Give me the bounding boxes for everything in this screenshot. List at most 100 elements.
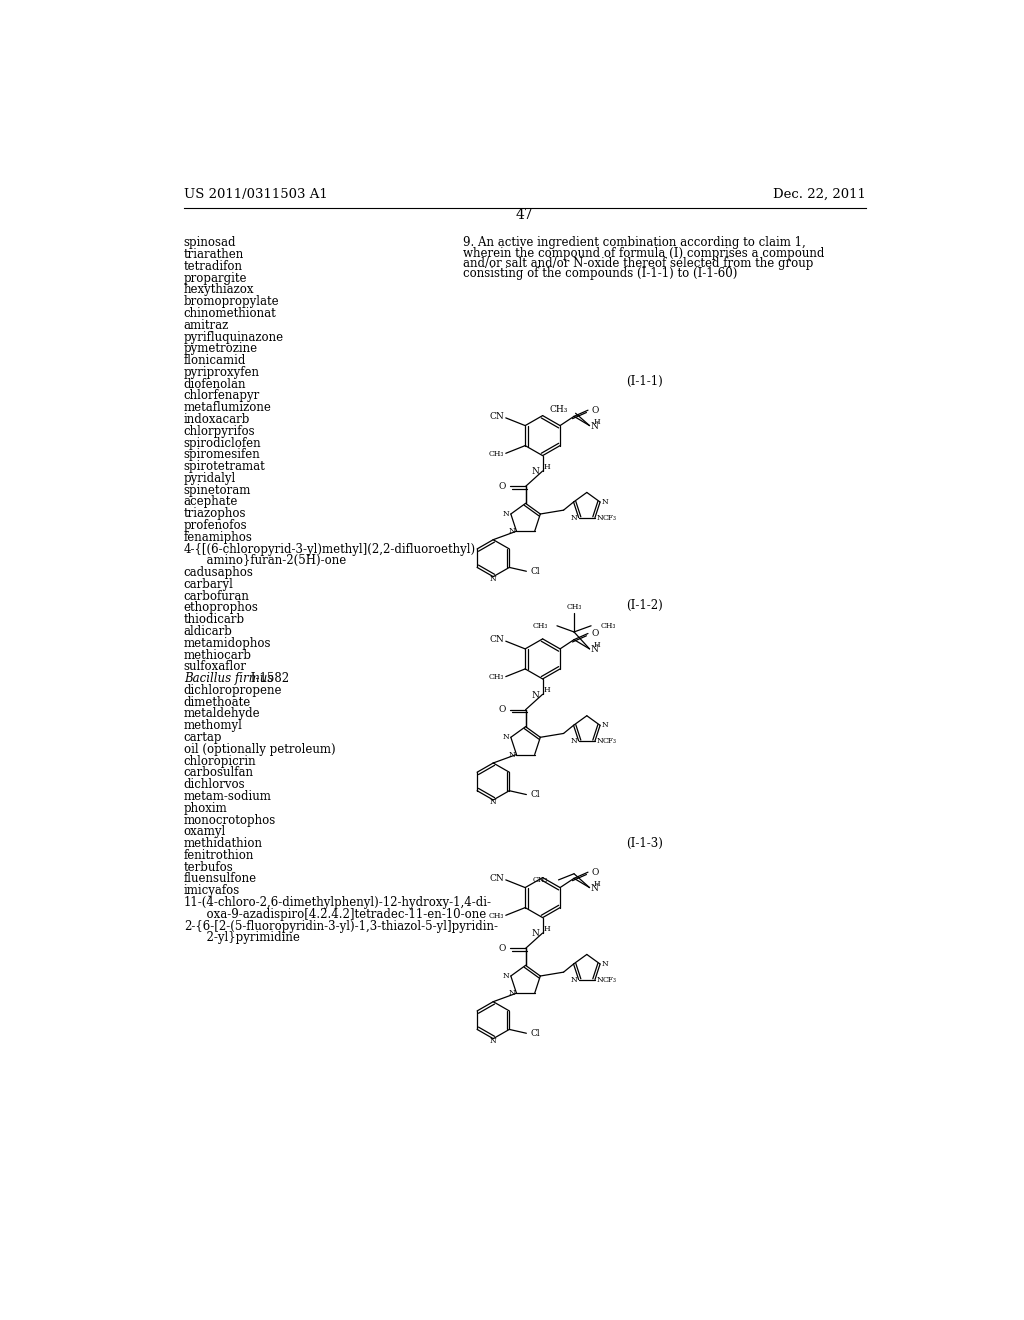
Text: cadusaphos: cadusaphos bbox=[183, 566, 254, 579]
Text: H: H bbox=[594, 879, 601, 888]
Text: CH₃: CH₃ bbox=[532, 622, 548, 630]
Text: oxamyl: oxamyl bbox=[183, 825, 226, 838]
Text: 4-{[(6-chloropyrid-3-yl)methyl](2,2-difluoroethyl): 4-{[(6-chloropyrid-3-yl)methyl](2,2-difl… bbox=[183, 543, 476, 556]
Text: imicyafos: imicyafos bbox=[183, 884, 240, 898]
Text: N: N bbox=[602, 960, 608, 968]
Text: 2-yl}pyrimidine: 2-yl}pyrimidine bbox=[183, 932, 300, 944]
Text: cartap: cartap bbox=[183, 731, 222, 744]
Text: O: O bbox=[499, 944, 506, 953]
Text: indoxacarb: indoxacarb bbox=[183, 413, 250, 426]
Text: N: N bbox=[590, 422, 598, 430]
Text: CH₃: CH₃ bbox=[488, 673, 504, 681]
Text: O: O bbox=[592, 867, 599, 876]
Text: N: N bbox=[531, 690, 540, 700]
Text: CN: CN bbox=[489, 635, 504, 644]
Text: dichlorvos: dichlorvos bbox=[183, 779, 246, 791]
Text: fenamiphos: fenamiphos bbox=[183, 531, 253, 544]
Text: triazophos: triazophos bbox=[183, 507, 247, 520]
Text: dichloropropene: dichloropropene bbox=[183, 684, 283, 697]
Text: spinetoram: spinetoram bbox=[183, 483, 251, 496]
Text: CF₃: CF₃ bbox=[603, 975, 616, 983]
Text: (I-1-1): (I-1-1) bbox=[626, 375, 663, 388]
Text: methiocarb: methiocarb bbox=[183, 648, 252, 661]
Text: spinosad: spinosad bbox=[183, 236, 237, 249]
Text: N: N bbox=[508, 751, 515, 759]
Text: amitraz: amitraz bbox=[183, 318, 229, 331]
Text: fenitrothion: fenitrothion bbox=[183, 849, 254, 862]
Text: sulfoxaflor: sulfoxaflor bbox=[183, 660, 247, 673]
Text: H: H bbox=[594, 417, 601, 426]
Text: H: H bbox=[544, 686, 551, 694]
Text: N: N bbox=[597, 975, 603, 983]
Text: oxa-9-azadispiro[4.2.4.2]tetradec-11-en-10-one: oxa-9-azadispiro[4.2.4.2]tetradec-11-en-… bbox=[183, 908, 486, 921]
Text: 11-(4-chloro-2,6-dimethylphenyl)-12-hydroxy-1,4-di-: 11-(4-chloro-2,6-dimethylphenyl)-12-hydr… bbox=[183, 896, 492, 909]
Text: pyridalyl: pyridalyl bbox=[183, 471, 237, 484]
Text: CH₃: CH₃ bbox=[488, 912, 504, 920]
Text: phoxim: phoxim bbox=[183, 801, 227, 814]
Text: I-1582: I-1582 bbox=[248, 672, 290, 685]
Text: profenofos: profenofos bbox=[183, 519, 248, 532]
Text: chlorpyrifos: chlorpyrifos bbox=[183, 425, 255, 438]
Text: carbosulfan: carbosulfan bbox=[183, 767, 254, 779]
Text: terbufos: terbufos bbox=[183, 861, 233, 874]
Text: N: N bbox=[503, 972, 509, 979]
Text: N: N bbox=[590, 884, 598, 892]
Text: dimethoate: dimethoate bbox=[183, 696, 251, 709]
Text: H: H bbox=[594, 642, 601, 649]
Text: N: N bbox=[602, 721, 608, 730]
Text: oil (optionally petroleum): oil (optionally petroleum) bbox=[183, 743, 336, 756]
Text: N: N bbox=[531, 467, 540, 477]
Text: N: N bbox=[590, 645, 598, 655]
Text: N: N bbox=[489, 1038, 497, 1045]
Text: chinomethionat: chinomethionat bbox=[183, 308, 276, 319]
Text: CH₃: CH₃ bbox=[600, 622, 615, 630]
Text: and/or salt and/or N-oxide thereof selected from the group: and/or salt and/or N-oxide thereof selec… bbox=[463, 257, 813, 271]
Text: 47: 47 bbox=[516, 207, 534, 222]
Text: spirotetramat: spirotetramat bbox=[183, 461, 265, 473]
Text: consisting of the compounds (I-1-1) to (I-1-60): consisting of the compounds (I-1-1) to (… bbox=[463, 268, 737, 280]
Text: bromopropylate: bromopropylate bbox=[183, 296, 280, 308]
Text: US 2011/0311503 A1: US 2011/0311503 A1 bbox=[183, 187, 328, 201]
Text: N: N bbox=[531, 929, 540, 939]
Text: aldicarb: aldicarb bbox=[183, 626, 232, 638]
Text: N: N bbox=[570, 737, 578, 744]
Text: CH₃: CH₃ bbox=[550, 405, 568, 414]
Text: Cl: Cl bbox=[530, 1028, 540, 1038]
Text: N: N bbox=[570, 513, 578, 521]
Text: CH₃: CH₃ bbox=[532, 876, 548, 884]
Text: triarathen: triarathen bbox=[183, 248, 244, 261]
Text: tetradifon: tetradifon bbox=[183, 260, 243, 273]
Text: CN: CN bbox=[489, 412, 504, 421]
Text: chlorfenapyr: chlorfenapyr bbox=[183, 389, 260, 403]
Text: thiodicarb: thiodicarb bbox=[183, 614, 245, 626]
Text: N: N bbox=[602, 498, 608, 506]
Text: N: N bbox=[503, 510, 509, 517]
Text: pyrifluquinazone: pyrifluquinazone bbox=[183, 330, 284, 343]
Text: Dec. 22, 2011: Dec. 22, 2011 bbox=[773, 187, 866, 201]
Text: methidathion: methidathion bbox=[183, 837, 263, 850]
Text: carbaryl: carbaryl bbox=[183, 578, 233, 591]
Text: (I-1-2): (I-1-2) bbox=[626, 598, 663, 611]
Text: O: O bbox=[499, 482, 506, 491]
Text: monocrotophos: monocrotophos bbox=[183, 813, 276, 826]
Text: O: O bbox=[499, 705, 506, 714]
Text: CH₃: CH₃ bbox=[488, 450, 504, 458]
Text: amino}furan-2(5H)-one: amino}furan-2(5H)-one bbox=[183, 554, 346, 568]
Text: N: N bbox=[508, 989, 515, 997]
Text: metaflumizone: metaflumizone bbox=[183, 401, 271, 414]
Text: CN: CN bbox=[489, 874, 504, 883]
Text: propargite: propargite bbox=[183, 272, 248, 285]
Text: CH₃: CH₃ bbox=[566, 603, 582, 611]
Text: ethoprophos: ethoprophos bbox=[183, 602, 259, 615]
Text: spiromesifen: spiromesifen bbox=[183, 449, 260, 461]
Text: O: O bbox=[592, 630, 599, 638]
Text: CF₃: CF₃ bbox=[603, 737, 616, 744]
Text: metaldehyde: metaldehyde bbox=[183, 708, 260, 721]
Text: N: N bbox=[508, 527, 515, 535]
Text: H: H bbox=[544, 925, 551, 933]
Text: 9. An active ingredient combination according to claim 1,: 9. An active ingredient combination acco… bbox=[463, 236, 806, 249]
Text: O: O bbox=[592, 405, 599, 414]
Text: pyriproxyfen: pyriproxyfen bbox=[183, 366, 260, 379]
Text: N: N bbox=[489, 799, 497, 807]
Text: H: H bbox=[544, 463, 551, 471]
